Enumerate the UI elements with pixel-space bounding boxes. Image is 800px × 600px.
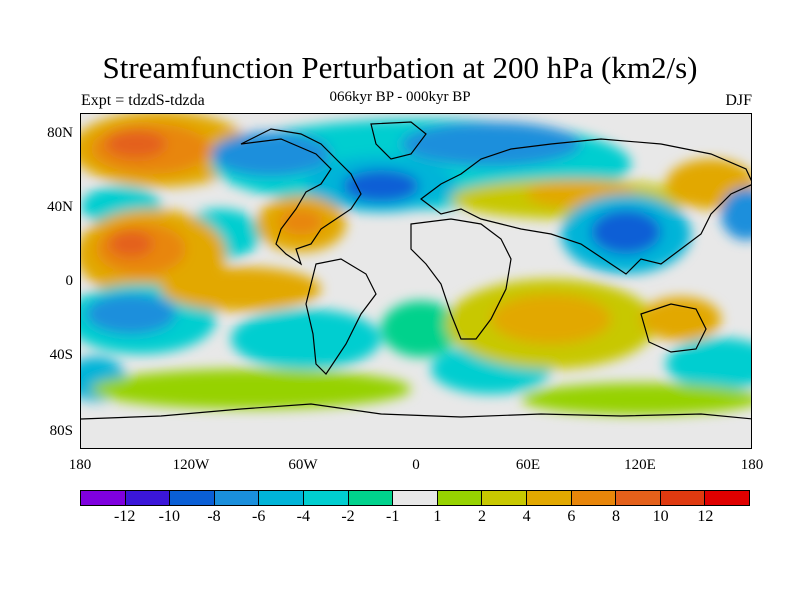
colorbar-tick-label: -10	[158, 508, 180, 525]
anomaly-region	[666, 338, 751, 390]
colorbar-segment	[482, 491, 527, 505]
lon-label-120w: 120W	[172, 457, 210, 473]
lon-label-180w: 180	[68, 457, 92, 473]
colorbar-segment	[214, 491, 260, 505]
anomaly-region	[106, 130, 166, 158]
coastline-africa	[410, 218, 512, 340]
colorbar-tick-label: -1	[385, 508, 400, 525]
colorbar-segment	[348, 491, 394, 505]
lat-label-80n: 80N	[47, 125, 73, 141]
season-label: DJF	[725, 92, 752, 109]
anomaly-region	[109, 231, 153, 257]
coastlines	[81, 121, 751, 420]
colorbar-segment	[303, 491, 349, 505]
colorbar-tick-label: 6	[567, 508, 576, 525]
lat-label-80s: 80S	[49, 423, 73, 439]
map-panel	[80, 113, 752, 449]
lon-label-60w: 60W	[288, 457, 318, 473]
anomaly-region	[279, 209, 323, 235]
experiment-label: Expt = tdzdS-tdzda	[81, 92, 205, 109]
colorbar-segment	[170, 491, 215, 505]
anomaly-region	[161, 267, 321, 311]
anomaly-region	[721, 188, 751, 240]
anomaly-region	[211, 132, 331, 176]
anomaly-region	[591, 210, 661, 254]
colorbar-tick-label: 2	[478, 508, 486, 525]
colorbar-segment	[393, 491, 438, 505]
anomaly-region	[521, 383, 751, 415]
lon-label-0: 0	[412, 457, 420, 473]
colorbar-tick-label: -12	[113, 508, 136, 525]
colorbar-tick-label: -6	[251, 508, 266, 525]
anomaly-region	[91, 369, 411, 409]
colorbar-segment	[705, 491, 749, 505]
lon-label-180e: 180	[740, 457, 764, 473]
colorbar-segment	[259, 491, 304, 505]
colorbar	[80, 490, 750, 506]
plot-title: Streamfunction Perturbation at 200 hPa (…	[102, 50, 698, 85]
lat-label-40s: 40S	[49, 347, 73, 363]
anomaly-region	[343, 170, 419, 202]
coastline-south-america	[305, 258, 377, 375]
lon-label-120e: 120E	[624, 457, 656, 473]
colorbar-tick-label: -8	[207, 508, 221, 525]
lat-label-0: 0	[65, 273, 74, 289]
colorbar-tick-label: -2	[341, 508, 355, 525]
anomaly-region	[86, 294, 176, 334]
coastline-greenland	[370, 121, 427, 160]
coastline-australia	[640, 303, 707, 353]
lon-label-60e: 60E	[515, 457, 541, 473]
colorbar-segment	[616, 491, 661, 505]
colorbar-tick-label: 8	[612, 508, 620, 525]
colorbar-segment	[125, 491, 171, 505]
lat-label-40n: 40N	[47, 199, 73, 215]
anomaly-region	[491, 294, 611, 344]
colorbar-segment	[526, 491, 572, 505]
anomaly-region	[641, 297, 721, 341]
anomaly-region	[381, 301, 461, 357]
coastline-antarctica	[81, 403, 751, 420]
streamfunction-map	[81, 114, 751, 448]
anomaly-region	[231, 309, 381, 369]
coastline-north-america	[240, 128, 362, 266]
colorbar-segment	[660, 491, 706, 505]
colorbar-tick-label: 1	[433, 508, 442, 525]
colorbar-segment	[437, 491, 483, 505]
colorbar-tick-label: -4	[296, 508, 310, 525]
plot-subtitle: 066kyr BP - 000kyr BP	[329, 89, 471, 105]
colorbar-segment	[81, 491, 126, 505]
anomaly-region	[401, 122, 581, 166]
colorbar-tick-label: 12	[697, 508, 714, 525]
colorbar-tick-label: 10	[652, 508, 669, 525]
colorbar-tick-label: 4	[522, 508, 531, 525]
colorbar-segment	[571, 491, 617, 505]
coastline-eurasia	[420, 138, 751, 275]
